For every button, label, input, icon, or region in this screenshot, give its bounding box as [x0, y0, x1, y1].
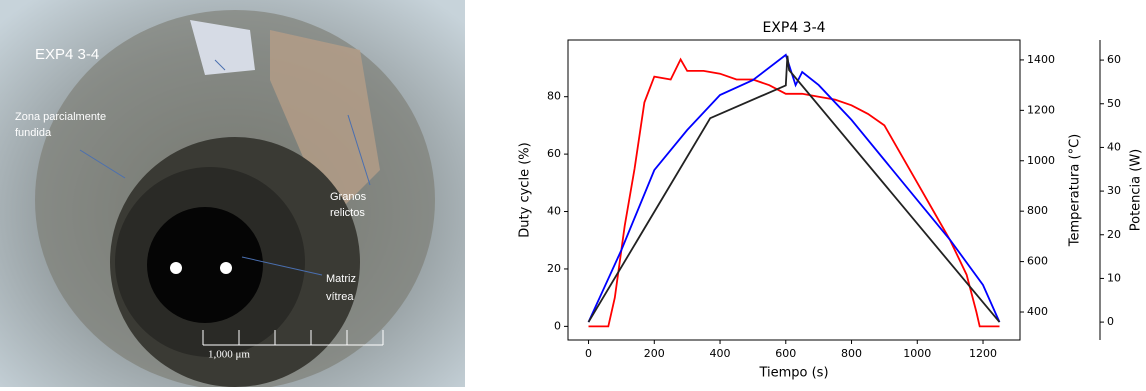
- x-tick-label: 600: [775, 347, 796, 360]
- photo-label: relictos: [330, 207, 365, 219]
- x-tick-label: 800: [841, 347, 862, 360]
- y3-tick-label: 0: [1107, 315, 1114, 328]
- chart-title: EXP4 3-4: [762, 20, 825, 36]
- y-tick-label: 60: [547, 147, 561, 160]
- photo-label: vítrea: [326, 291, 354, 303]
- series-line: [587, 53, 1001, 323]
- plot-frame: [567, 39, 1021, 341]
- y2-tick-label: 1400: [1027, 53, 1055, 66]
- x-tick-label: 1000: [903, 347, 931, 360]
- y3-axis-label: Potencia (W): [1129, 149, 1144, 232]
- y-tick-label: 40: [547, 205, 561, 218]
- x-tick-label: 200: [644, 347, 665, 360]
- photo-label: Zona parcialmente: [15, 111, 106, 123]
- photo-label: Granos: [330, 191, 367, 203]
- y2-tick-label: 600: [1027, 255, 1048, 268]
- y-tick-label: 80: [547, 90, 561, 103]
- y2-tick-label: 400: [1027, 305, 1048, 318]
- x-tick-label: 0: [585, 347, 592, 360]
- y-tick-label: 20: [547, 262, 561, 275]
- y2-tick-label: 800: [1027, 204, 1048, 217]
- photo-label: fundida: [15, 127, 52, 139]
- y-tick-label: 0: [554, 319, 561, 332]
- y3-tick-label: 50: [1107, 97, 1121, 110]
- x-tick-label: 400: [710, 347, 731, 360]
- y2-axis-label: Temperatura (°C): [1068, 134, 1083, 247]
- photo-label: Matriz: [326, 273, 356, 285]
- y3-tick-label: 40: [1107, 140, 1121, 153]
- y3-tick-label: 20: [1107, 228, 1121, 241]
- scale-label: 1,000 μm: [208, 349, 250, 361]
- y3-tick-label: 10: [1107, 271, 1121, 284]
- photo: EXP4 3-4 Zona parcialmente fundida Grano…: [0, 0, 465, 390]
- series-line: [588, 57, 1000, 328]
- chart: 0 200 400 600 800 1000 12000204060804006008001…: [518, 20, 1144, 381]
- x-tick-label: 1200: [969, 347, 997, 360]
- x-axis-label: Tiempo (s): [758, 366, 828, 381]
- y3-tick-label: 60: [1107, 53, 1121, 66]
- y3-tick-label: 30: [1107, 184, 1121, 197]
- photo-label: EXP4 3-4: [35, 46, 99, 63]
- y-axis-label: Duty cycle (%): [518, 142, 533, 237]
- y2-tick-label: 1000: [1027, 154, 1055, 167]
- y2-tick-label: 1200: [1027, 103, 1055, 116]
- series-line: [587, 55, 1001, 323]
